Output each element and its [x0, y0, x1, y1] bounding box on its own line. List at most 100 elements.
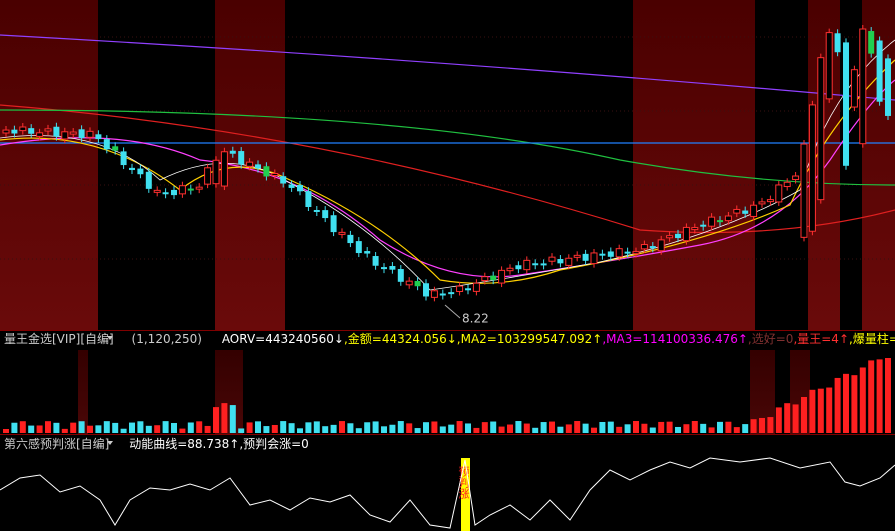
candle-body [490, 275, 497, 281]
volume-bar [120, 428, 127, 433]
volume-bar [616, 426, 623, 433]
candle-body [557, 259, 564, 264]
candle-body [322, 210, 329, 219]
candle-body [78, 129, 85, 139]
candle-body [338, 231, 346, 235]
candle-body [885, 58, 891, 116]
volume-bar [171, 422, 177, 433]
candle-body [666, 235, 674, 239]
candle-body [834, 33, 841, 53]
candle-body [103, 139, 110, 150]
volume-bar [742, 424, 749, 433]
candle-body [573, 254, 581, 258]
volume-bar [658, 421, 665, 433]
candle-body [280, 176, 287, 184]
volume-bar [507, 424, 513, 433]
volume-bar [456, 421, 463, 433]
volume-bar [750, 419, 757, 433]
candle-body [733, 208, 741, 214]
candle-body [162, 192, 169, 195]
candle-body [590, 252, 598, 265]
candle-body [565, 257, 573, 266]
volume-bar [179, 428, 186, 433]
volume-bar [19, 421, 26, 433]
volume-bar [582, 423, 589, 433]
candle-body [19, 126, 27, 132]
candle-body [532, 263, 539, 266]
volume-bar [238, 428, 245, 433]
indicator: ,MA3=114100336.476↑ [602, 332, 748, 346]
volume-bar [523, 423, 530, 433]
volume-bar [767, 417, 774, 433]
volume-bar [843, 373, 849, 433]
candle-body [783, 181, 791, 188]
candle-body [220, 151, 228, 187]
candle-body [305, 191, 312, 207]
candle-body [137, 168, 144, 175]
volume-bar [95, 425, 102, 433]
candle-body [682, 226, 690, 242]
volume-bar [355, 428, 362, 433]
candle-body [61, 131, 69, 140]
volume-bar [817, 388, 824, 433]
volume-bar [633, 421, 639, 433]
candle-body [389, 266, 396, 270]
candle-body [615, 248, 623, 258]
candle-body [355, 241, 362, 254]
volume-bar [213, 407, 219, 433]
signal-bar [461, 458, 470, 531]
volume-bar [859, 367, 866, 433]
volume-bar [515, 421, 522, 433]
momentum-title: 第六感预判涨[自编] [4, 436, 109, 451]
volume-info: 量王金选[VIP][自编] (1,120,250) AORV=443240560… [4, 331, 895, 346]
candle-body [624, 251, 631, 254]
volume-bar [784, 403, 791, 433]
volume-bar [11, 422, 18, 433]
candle-body [153, 189, 161, 193]
candle-body [700, 224, 707, 227]
volume-bar [666, 421, 673, 433]
candle-body [95, 134, 102, 140]
candle-body [868, 31, 875, 54]
volume-bar [3, 429, 9, 433]
volume-bar [641, 423, 648, 433]
volume-bar [45, 421, 51, 433]
candle-body [859, 28, 867, 145]
candle-body [800, 143, 808, 238]
volume-bar [448, 424, 455, 433]
volume-bar [36, 425, 43, 433]
volume-bar [801, 396, 807, 433]
volume-bar [187, 422, 194, 433]
candle-body [204, 167, 212, 185]
volume-bar [725, 421, 732, 433]
volume-bar [372, 421, 379, 433]
candle-body [414, 281, 421, 287]
candle-body [28, 128, 35, 134]
dropdown-icon[interactable] [107, 336, 113, 340]
volume-bar [406, 423, 413, 433]
dropdown-icon[interactable] [107, 441, 113, 445]
candle-body [11, 129, 18, 134]
candle-body [112, 146, 119, 151]
candle-body [817, 57, 825, 201]
indicator: ,爆量柱=0 [849, 331, 895, 346]
candle-body [750, 204, 758, 217]
candle-body [297, 184, 303, 192]
volume-bar [154, 425, 161, 433]
volume-bar [87, 425, 93, 433]
candle-body [481, 276, 489, 282]
candle-body [246, 161, 254, 167]
volume-bar [280, 421, 287, 433]
indicator: ,预判会涨=0 [239, 436, 309, 451]
volume-bar [53, 422, 60, 433]
volume-bar [347, 423, 354, 433]
volume-bar [851, 375, 858, 433]
volume-bar [717, 421, 723, 433]
candle-body [456, 285, 464, 292]
volume-bar [271, 424, 278, 433]
candle-body [649, 246, 656, 249]
candle-body [53, 126, 60, 137]
volume-bar [221, 403, 228, 433]
